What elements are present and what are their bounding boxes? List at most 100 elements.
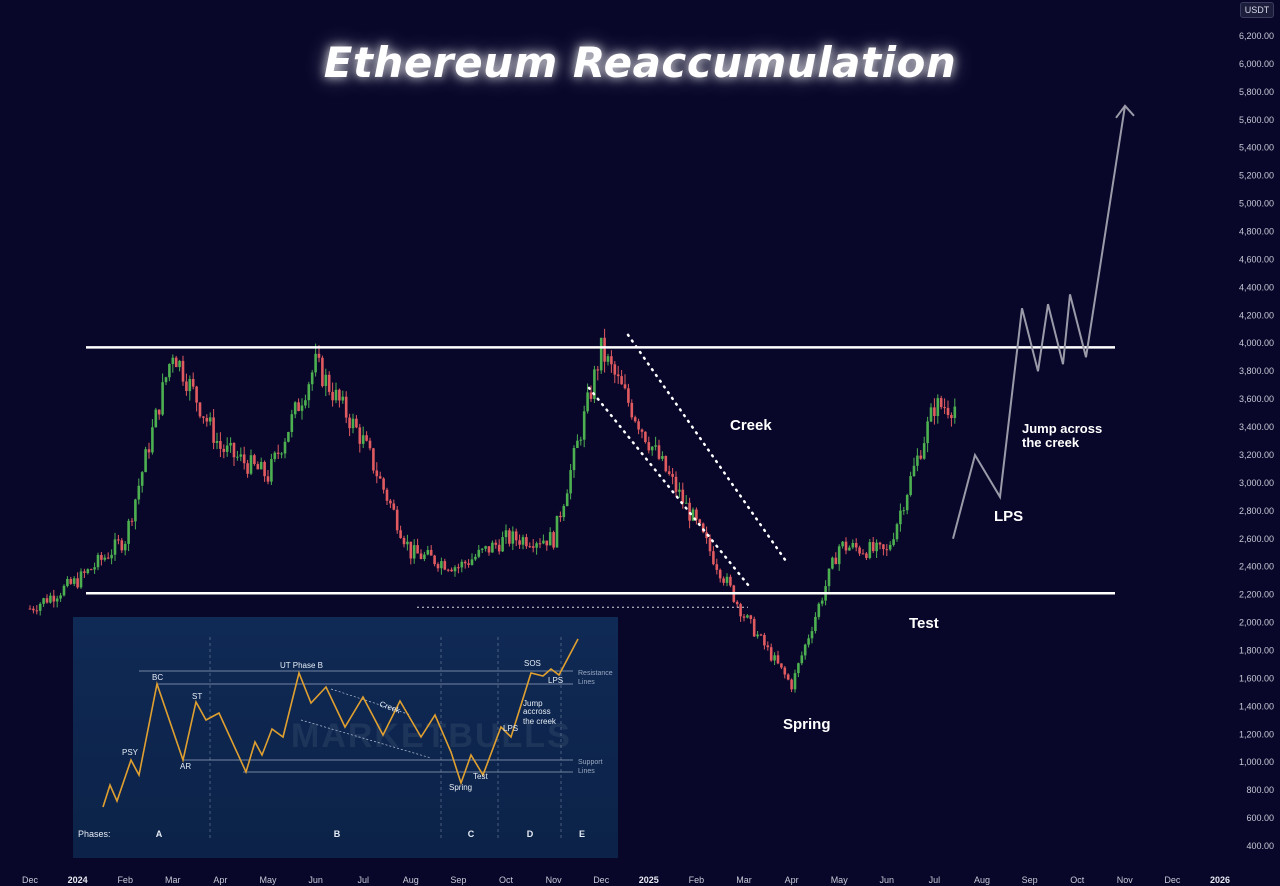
candle-body	[412, 545, 416, 559]
candle-body	[922, 443, 926, 459]
candle-body	[497, 544, 501, 552]
candle-body	[406, 541, 409, 545]
st-label: ST	[192, 692, 202, 701]
y-tick-label: 600.00	[1246, 813, 1274, 823]
x-tick-label: Aug	[403, 875, 419, 885]
candle-body	[790, 679, 793, 690]
wyckoff-schematic-inset: MARKETBULLS BC PSY AR ST UT Phase B SOS LPS Jum…	[73, 617, 618, 858]
y-tick-label: 800.00	[1246, 785, 1274, 795]
candle-body	[198, 402, 202, 417]
candle-body	[168, 364, 171, 378]
candle-body	[759, 634, 763, 636]
candle-body	[402, 538, 406, 545]
candle-body	[317, 353, 321, 358]
y-axis: 6,200.00 6,000.00 5,800.00 5,600.00 5,400.00…	[1239, 31, 1274, 851]
y-tick-label: 2,400.00	[1239, 562, 1274, 572]
creek-channel	[587, 333, 787, 587]
candle-body	[763, 635, 766, 646]
candle-body	[695, 509, 698, 520]
schematic-path	[102, 638, 579, 808]
candle-body	[562, 506, 566, 518]
candle-body	[610, 356, 613, 365]
candle-body	[382, 478, 385, 490]
candle-body	[555, 515, 559, 548]
candle-body	[579, 439, 583, 441]
x-tick-label: May	[259, 875, 277, 885]
candlestick-series	[28, 328, 957, 693]
candle-body	[372, 448, 375, 471]
candle-body	[273, 452, 277, 460]
candle-body	[450, 569, 453, 572]
candle-body	[93, 567, 96, 570]
x-tick-label: Apr	[213, 875, 227, 885]
candle-body	[797, 663, 800, 674]
candle-body	[55, 598, 59, 602]
candle-body	[426, 550, 430, 555]
x-tick-label: 2024	[68, 875, 88, 885]
candle-body	[548, 532, 552, 546]
candle-body	[905, 495, 909, 511]
candle-body	[831, 557, 834, 569]
y-tick-label: 3,000.00	[1239, 478, 1274, 488]
x-tick-label: Dec	[22, 875, 39, 885]
candle-body	[480, 548, 484, 550]
candle-body	[253, 455, 256, 464]
candle-body	[222, 448, 226, 452]
candle-body	[739, 604, 742, 617]
candle-body	[586, 392, 589, 412]
candle-body	[681, 489, 685, 503]
candle-body	[698, 519, 702, 524]
candle-body	[208, 417, 212, 422]
candle-body	[542, 540, 545, 544]
candle-body	[280, 453, 283, 455]
candle-body	[151, 427, 154, 453]
y-tick-label: 4,200.00	[1239, 310, 1274, 320]
phase-c: C	[468, 829, 475, 839]
candle-body	[742, 616, 746, 618]
candle-body	[205, 417, 209, 422]
candle-body	[32, 608, 35, 611]
candle-body	[293, 402, 297, 415]
candle-body	[531, 546, 535, 548]
inset-creek-lower	[300, 719, 432, 759]
candle-body	[310, 372, 314, 385]
sos-label: SOS	[524, 659, 541, 668]
candle-body	[752, 619, 756, 637]
candle-body	[749, 615, 753, 619]
candle-body	[249, 455, 253, 474]
candle-body	[45, 598, 49, 603]
phase-e: E	[579, 829, 585, 839]
candle-body	[637, 421, 640, 430]
candle-body	[392, 503, 396, 510]
candle-body	[436, 564, 440, 569]
support-label-2: Lines	[578, 768, 595, 775]
currency-badge[interactable]: USDT	[1240, 2, 1274, 18]
candle-body	[936, 398, 940, 416]
resistance-label-1: Resistance	[578, 670, 613, 677]
test-label: Test	[909, 615, 939, 632]
candle-body	[817, 603, 821, 617]
candle-body	[470, 559, 474, 565]
candle-body	[820, 600, 824, 604]
candle-body	[351, 418, 355, 429]
candle-body	[433, 555, 436, 565]
x-tick-label: Jul	[357, 875, 369, 885]
x-tick-label: Aug	[974, 875, 990, 885]
candle-body	[368, 440, 372, 449]
candle-body	[42, 598, 45, 604]
candle-body	[331, 391, 334, 401]
candle-body	[525, 537, 528, 547]
candle-body	[287, 432, 290, 442]
test-label: Test	[473, 772, 488, 781]
candle-body	[460, 561, 464, 568]
candle-body	[157, 409, 161, 415]
candle-body	[780, 663, 783, 668]
psy-label: PSY	[122, 748, 139, 757]
candle-body	[212, 417, 215, 443]
candle-body	[633, 417, 637, 422]
candle-body	[334, 389, 338, 401]
candle-body	[304, 400, 307, 406]
candle-body	[28, 608, 32, 610]
candle-body	[654, 445, 657, 447]
